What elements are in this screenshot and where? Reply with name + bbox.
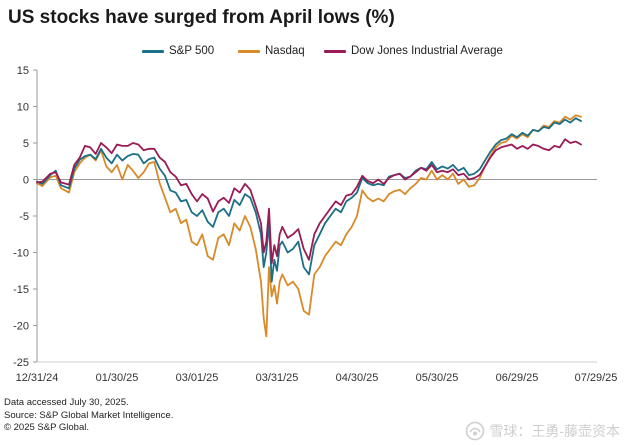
footer-copyright: © 2025 S&P Global. xyxy=(4,422,89,433)
snowball-logo-icon xyxy=(466,421,485,441)
x-tick-label: 05/30/25 xyxy=(416,372,459,384)
y-tick-label: -15 xyxy=(13,284,29,296)
y-tick-label: 0 xyxy=(23,175,29,187)
line-chart: 15 10 5 0 -5 -10 -15 -20 -25 12/31/24 01/30/25 03/0… xyxy=(13,65,618,384)
x-tick-label: 03/01/25 xyxy=(176,372,219,384)
legend-swatch-dow xyxy=(324,49,346,53)
y-tick-label: 10 xyxy=(17,102,29,114)
legend-swatch-nasdaq xyxy=(238,49,260,53)
legend-label-sp500: S&P 500 xyxy=(169,45,215,57)
series-line-sp500 xyxy=(36,117,582,283)
x-tick-label: 12/31/24 xyxy=(16,372,59,384)
series-line-dow xyxy=(36,138,582,265)
footer-source: Source: S&P Global Market Intelligence. xyxy=(4,409,174,421)
y-tick-label: 15 xyxy=(17,65,29,77)
chart-legend: S&P 500 Nasdaq Dow Jones Industrial Aver… xyxy=(0,42,626,60)
chart-title: US stocks have surged from April lows (%… xyxy=(8,7,395,28)
x-tick-label: 03/31/25 xyxy=(256,372,299,384)
legend-item-dow: Dow Jones Industrial Average xyxy=(324,42,503,60)
x-tick-label: 01/30/25 xyxy=(96,372,139,384)
footer-date-note: Data accessed July 30, 2025. xyxy=(4,397,129,408)
watermark-text: 雪球：王勇-藤壶资本 xyxy=(489,423,620,439)
chart-footer: Data accessed July 30, 2025. Source: S&P… xyxy=(4,397,173,435)
legend-item-nasdaq: Nasdaq xyxy=(238,42,305,60)
x-tick-label: 06/29/25 xyxy=(496,372,539,384)
legend-label-nasdaq: Nasdaq xyxy=(265,45,305,57)
y-tick-label: 5 xyxy=(23,138,29,150)
y-tick-label: -5 xyxy=(19,211,29,223)
legend-item-sp500: S&P 500 xyxy=(142,42,214,60)
x-tick-label: 04/30/25 xyxy=(336,372,379,384)
y-tick-label: -10 xyxy=(13,248,29,260)
legend-label-dow: Dow Jones Industrial Average xyxy=(351,45,503,57)
y-tick-label: -25 xyxy=(13,357,29,369)
y-tick-label: -20 xyxy=(13,321,29,333)
legend-swatch-sp500 xyxy=(142,49,164,53)
x-tick-label: 07/29/25 xyxy=(575,372,618,384)
watermark: 雪球：王勇-藤壶资本 xyxy=(465,421,620,441)
